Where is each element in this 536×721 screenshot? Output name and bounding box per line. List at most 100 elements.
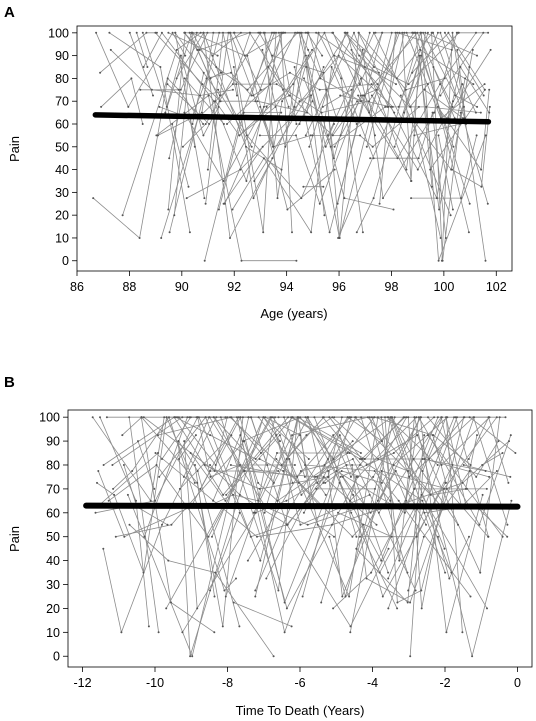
- observation-point: [372, 197, 375, 200]
- observation-point: [428, 458, 431, 460]
- observation-point: [346, 452, 349, 454]
- observation-point: [365, 145, 368, 148]
- panel-a-x-axis-title: Age (years): [260, 306, 327, 321]
- observation-point: [238, 134, 241, 137]
- observation-point: [102, 464, 105, 466]
- observation-point: [368, 416, 371, 419]
- observation-point: [421, 470, 424, 472]
- observation-point: [205, 77, 208, 80]
- observation-point: [259, 88, 262, 91]
- observation-point: [174, 31, 177, 34]
- observation-point: [390, 31, 393, 34]
- observation-point: [360, 416, 363, 419]
- observation-point: [283, 601, 286, 604]
- observation-point: [181, 145, 184, 148]
- observation-point: [405, 31, 408, 34]
- observation-point: [191, 123, 194, 125]
- observation-point: [514, 452, 517, 454]
- y-tick-label: 100: [39, 411, 60, 425]
- observation-point: [413, 134, 416, 137]
- observation-point: [437, 535, 439, 538]
- observation-point: [250, 145, 253, 148]
- observation-point: [109, 48, 112, 51]
- subject-trajectory: [183, 441, 198, 609]
- observation-point: [155, 31, 158, 34]
- observation-point: [271, 54, 274, 57]
- observation-point: [361, 231, 364, 234]
- subject-trajectory: [96, 415, 196, 575]
- observation-point: [257, 416, 260, 419]
- observation-point: [475, 134, 478, 137]
- observation-point: [432, 66, 435, 68]
- observation-point: [425, 523, 427, 526]
- observation-point: [329, 145, 332, 148]
- observation-point: [270, 31, 273, 34]
- observation-point: [332, 157, 335, 160]
- observation-point: [438, 208, 441, 211]
- observation-point: [147, 625, 150, 628]
- observation-point: [457, 31, 459, 34]
- observation-point: [321, 416, 324, 419]
- observation-point: [426, 434, 429, 437]
- observation-point: [436, 416, 439, 419]
- y-tick-label: 80: [55, 72, 69, 86]
- observation-point: [392, 452, 395, 454]
- observation-point: [231, 208, 234, 211]
- observation-point: [293, 105, 296, 108]
- subject-trajectory: [233, 602, 292, 627]
- observation-point: [427, 416, 429, 419]
- subject-trajectory: [441, 416, 490, 466]
- observation-point: [166, 83, 169, 86]
- observation-point: [166, 523, 169, 526]
- subject-trajectory: [179, 434, 232, 490]
- observation-point: [247, 416, 250, 419]
- observation-point: [377, 458, 380, 460]
- observation-point: [351, 464, 354, 466]
- observation-point: [351, 440, 354, 443]
- observation-point: [168, 157, 171, 160]
- observation-point: [443, 487, 445, 490]
- observation-point: [274, 105, 277, 108]
- observation-point: [126, 493, 129, 496]
- observation-point: [376, 83, 379, 86]
- observation-point: [203, 464, 206, 466]
- observation-point: [189, 655, 192, 658]
- observation-point: [310, 231, 313, 234]
- observation-point: [228, 31, 231, 34]
- observation-point: [281, 100, 284, 103]
- observation-point: [404, 88, 407, 91]
- observation-point: [387, 577, 390, 580]
- observation-point: [436, 464, 439, 466]
- observation-point: [311, 134, 314, 137]
- observation-point: [214, 464, 217, 466]
- observation-point: [340, 77, 343, 80]
- observation-point: [171, 123, 174, 125]
- subject-trajectory: [322, 416, 391, 502]
- observation-point: [468, 66, 471, 68]
- y-tick-label: 70: [55, 95, 69, 109]
- observation-point: [246, 88, 249, 91]
- observation-point: [368, 100, 370, 103]
- subject-trajectory: [437, 536, 470, 580]
- observation-point: [236, 94, 238, 97]
- observation-point: [309, 134, 312, 137]
- subject-trajectory: [128, 417, 159, 633]
- observation-point: [178, 458, 180, 460]
- x-tick-label: 0: [514, 676, 521, 690]
- observation-point: [146, 66, 149, 68]
- observation-point: [193, 481, 196, 484]
- observation-point: [303, 77, 305, 80]
- observation-point: [203, 259, 206, 262]
- observation-point: [483, 88, 486, 91]
- observation-point: [355, 123, 358, 125]
- observation-point: [279, 440, 281, 443]
- observation-point: [316, 481, 319, 484]
- observation-point: [257, 31, 260, 34]
- observation-point: [362, 94, 365, 97]
- observation-point: [468, 535, 470, 538]
- observation-point: [254, 595, 257, 598]
- observation-point: [295, 259, 298, 262]
- observation-point: [392, 464, 395, 466]
- observation-point: [208, 416, 210, 419]
